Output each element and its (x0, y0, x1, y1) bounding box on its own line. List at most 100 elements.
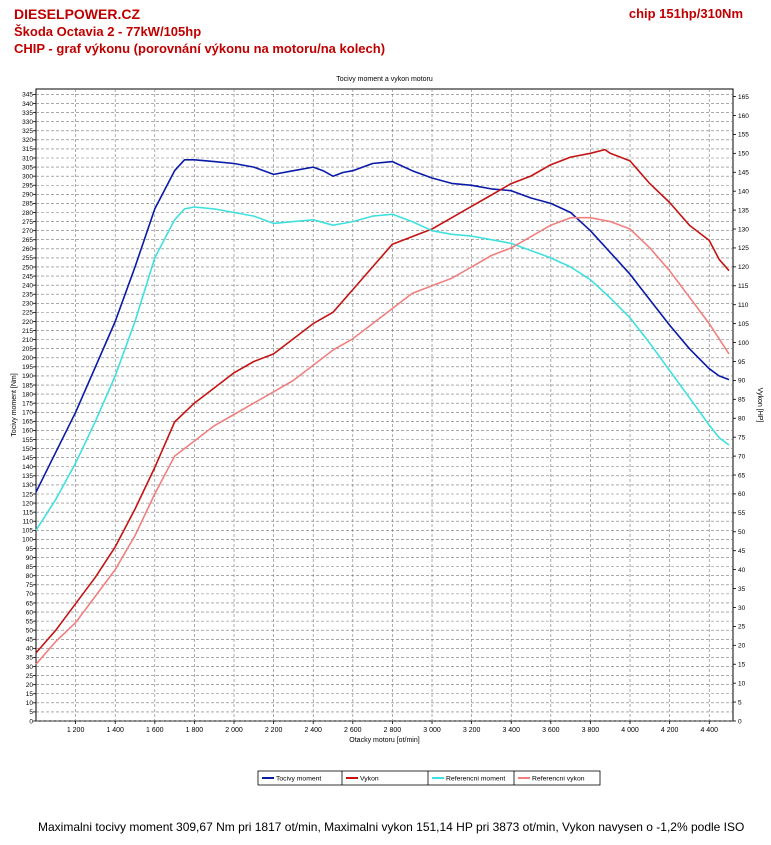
y-right-tick-label: 60 (738, 491, 746, 498)
y-right-tick-label: 25 (738, 624, 746, 631)
y-left-tick-label: 285 (22, 201, 33, 208)
y-left-tick-label: 115 (23, 509, 34, 516)
y-left-axis-label: Tocivy moment [Nm] (11, 373, 18, 436)
y-right-tick-label: 5 (738, 699, 742, 706)
x-axis-label: Otacky motoru [ot/min] (349, 737, 419, 744)
y-left-tick-label: 60 (26, 609, 34, 616)
y-left-tick-label: 275 (22, 219, 33, 226)
y-left-tick-label: 205 (22, 346, 33, 353)
y-right-tick-label: 35 (738, 586, 746, 593)
y-right-tick-label: 105 (738, 321, 749, 328)
y-left-tick-label: 95 (26, 546, 34, 553)
y-right-tick-label: 110 (738, 302, 749, 309)
page-subtitle: CHIP - graf výkonu (porovnání výkonu na … (14, 41, 386, 56)
y-left-tick-label: 10 (26, 700, 34, 707)
y-left-tick-label: 135 (22, 473, 33, 480)
y-left-tick-label: 185 (22, 382, 33, 389)
y-left-tick-label: 190 (22, 373, 33, 380)
y-left-tick-label: 125 (22, 491, 33, 498)
y-left-tick-label: 255 (22, 255, 33, 262)
y-left-tick-label: 175 (22, 400, 33, 407)
y-left-tick-label: 335 (22, 110, 33, 117)
y-left-tick-label: 150 (22, 446, 33, 453)
legend-label: Referencni vykon (532, 776, 585, 783)
y-right-tick-label: 10 (738, 680, 746, 687)
y-left-tick-label: 25 (26, 673, 34, 680)
y-left-tick-label: 280 (22, 210, 33, 217)
y-left-tick-label: 130 (22, 482, 33, 489)
y-right-tick-label: 55 (738, 510, 746, 517)
y-right-tick-label: 150 (738, 151, 749, 158)
y-right-tick-label: 65 (738, 472, 746, 479)
series-line-3 (35, 206, 730, 531)
x-tick-label: 1 800 (186, 727, 204, 734)
y-left-tick-label: 145 (22, 455, 33, 462)
y-left-tick-label: 305 (22, 164, 33, 171)
y-left-tick-label: 85 (26, 564, 34, 571)
y-right-tick-label: 120 (738, 264, 749, 271)
y-right-tick-label: 70 (738, 453, 746, 460)
y-left-tick-label: 140 (22, 464, 33, 471)
y-right-tick-label: 140 (738, 188, 749, 195)
x-tick-label: 3 200 (463, 727, 481, 734)
y-right-tick-label: 155 (738, 132, 749, 139)
x-tick-label: 2 800 (384, 727, 402, 734)
y-left-tick-label: 200 (22, 355, 33, 362)
y-left-tick-label: 75 (26, 582, 34, 589)
series-line-1 (35, 159, 730, 493)
y-left-tick-label: 180 (22, 391, 33, 398)
y-left-tick-label: 270 (22, 228, 33, 235)
y-left-tick-label: 20 (26, 682, 34, 689)
y-left-tick-label: 105 (22, 528, 33, 535)
y-left-tick-label: 210 (22, 337, 33, 344)
series-line-2 (35, 148, 730, 654)
y-right-tick-label: 125 (738, 245, 749, 252)
y-left-tick-label: 55 (26, 618, 34, 625)
y-right-axis-label: Vykon [HP] (756, 388, 763, 423)
x-tick-label: 3 000 (423, 727, 441, 734)
y-right-tick-label: 20 (738, 643, 746, 650)
y-right-tick-label: 45 (738, 548, 746, 555)
summary-text: Maximalni tocivy moment 309,67 Nm pri 18… (38, 820, 745, 834)
legend-label: Vykon (360, 776, 379, 783)
y-left-tick-label: 160 (22, 428, 33, 435)
plot-area (35, 88, 734, 722)
site-name: DIESELPOWER.CZ (14, 6, 141, 22)
y-right-tick-label: 95 (738, 359, 746, 366)
y-left-tick-label: 245 (22, 273, 33, 280)
x-tick-label: 1 200 (67, 727, 85, 734)
y-right-tick-label: 135 (738, 207, 749, 214)
x-tick-label: 4 200 (661, 727, 679, 734)
y-right-tick-label: 85 (738, 397, 746, 404)
x-tick-label: 1 600 (146, 727, 164, 734)
vehicle-model: Škoda Octavia 2 - 77kW/105hp (14, 24, 202, 39)
y-left-tick-label: 100 (22, 537, 33, 544)
x-tick-label: 2 000 (225, 727, 243, 734)
legend-label: Referencni moment (446, 776, 505, 783)
y-left-tick-label: 170 (22, 410, 33, 417)
y-left-tick-label: 45 (26, 637, 34, 644)
legend-label: Tocivy moment (276, 776, 321, 783)
y-left-tick-label: 320 (22, 137, 33, 144)
dyno-chart: Tocivy moment a vykon motoru 0 5 10 15 20 25 30… (11, 76, 763, 786)
y-left-tick-label: 35 (26, 655, 34, 662)
y-left-tick-label: 290 (22, 192, 33, 199)
y-right-tick-label: 0 (738, 718, 742, 725)
y-left-tick-label: 5 (29, 709, 33, 716)
x-tick-label: 1 400 (106, 727, 124, 734)
y-right-tick-label: 75 (738, 434, 746, 441)
x-tick-label: 2 200 (265, 727, 283, 734)
y-left-tick-label: 165 (22, 419, 33, 426)
y-left-tick-label: 80 (26, 573, 34, 580)
y-left-tick-label: 315 (22, 146, 33, 153)
y-left-tick-label: 50 (26, 627, 34, 634)
x-tick-label: 3 400 (502, 727, 520, 734)
y-left-tick-label: 65 (26, 600, 34, 607)
y-left-tick-label: 155 (22, 437, 33, 444)
y-left-tick-label: 240 (22, 282, 33, 289)
y-right-tick-label: 100 (738, 340, 749, 347)
y-left-tick-label: 340 (22, 101, 33, 108)
y-right-tick-label: 90 (738, 378, 746, 385)
x-tick-label: 3 800 (582, 727, 600, 734)
y-left-tick-label: 295 (22, 183, 33, 190)
